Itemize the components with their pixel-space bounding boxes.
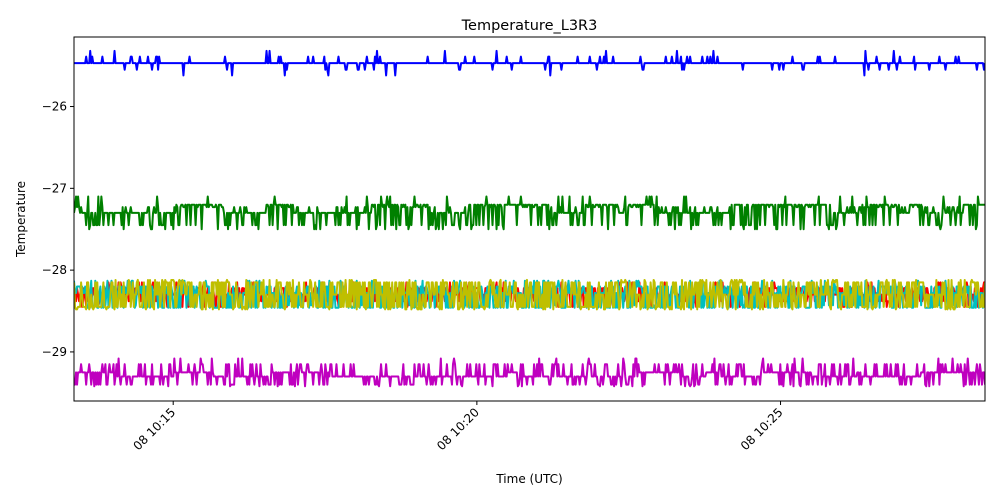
plot-area: [74, 49, 985, 388]
series-line-5: [74, 278, 985, 311]
axes: −26 −27 −28 −29 08 10:15 08 10:20 08 10:25: [42, 36, 986, 453]
y-tick-label: −28: [42, 263, 67, 277]
series-line-2: [74, 195, 985, 231]
y-axis-label: Temperature: [14, 181, 28, 258]
chart-title: Temperature_L3R3: [461, 18, 598, 34]
x-tick-label: 08 10:20: [434, 405, 482, 453]
y-tick-label: −27: [42, 181, 67, 195]
y-tick-label: −26: [42, 100, 67, 114]
x-tick-label: 08 10:15: [130, 405, 178, 453]
x-tick-label: 08 10:25: [738, 405, 786, 453]
series-line-6: [74, 357, 985, 388]
plot-frame: [73, 36, 986, 402]
series-line-1: [74, 49, 985, 77]
x-axis-label: Time (UTC): [495, 472, 562, 486]
y-tick-label: −29: [42, 345, 67, 359]
